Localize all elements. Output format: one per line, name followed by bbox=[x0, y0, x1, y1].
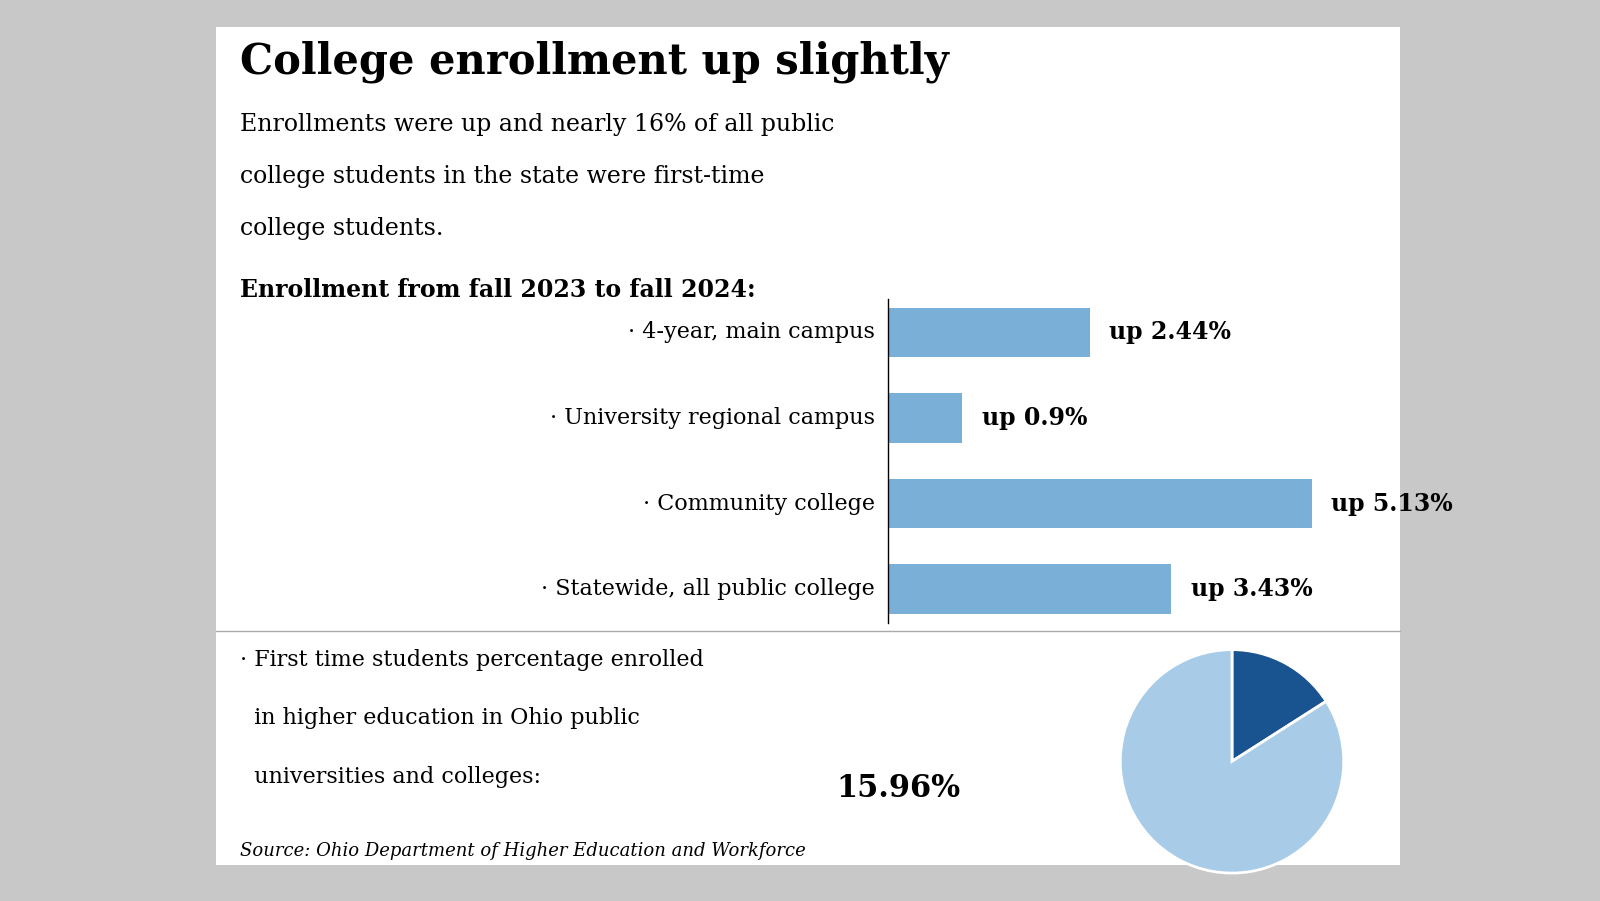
Text: college students.: college students. bbox=[240, 217, 443, 241]
Text: up 2.44%: up 2.44% bbox=[1109, 321, 1230, 344]
Text: in higher education in Ohio public: in higher education in Ohio public bbox=[240, 707, 640, 729]
Text: · 4-year, main campus: · 4-year, main campus bbox=[629, 322, 875, 343]
Bar bbox=[888, 394, 962, 443]
Text: up 0.9%: up 0.9% bbox=[981, 406, 1086, 430]
Text: college students in the state were first-time: college students in the state were first… bbox=[240, 165, 765, 188]
Text: 15.96%: 15.96% bbox=[835, 773, 960, 804]
Bar bbox=[888, 308, 1090, 358]
Wedge shape bbox=[1120, 650, 1344, 873]
Wedge shape bbox=[1232, 650, 1326, 761]
Bar bbox=[888, 565, 1171, 614]
Text: Enrollment from fall 2023 to fall 2024:: Enrollment from fall 2023 to fall 2024: bbox=[240, 278, 755, 303]
Text: · First time students percentage enrolled: · First time students percentage enrolle… bbox=[240, 649, 704, 670]
Text: universities and colleges:: universities and colleges: bbox=[240, 766, 541, 787]
Bar bbox=[888, 479, 1312, 529]
Text: up 5.13%: up 5.13% bbox=[1331, 492, 1453, 515]
Text: · Statewide, all public college: · Statewide, all public college bbox=[541, 578, 875, 600]
Text: Source: Ohio Department of Higher Education and Workforce: Source: Ohio Department of Higher Educat… bbox=[240, 842, 806, 860]
Text: · Community college: · Community college bbox=[643, 493, 875, 514]
Text: up 3.43%: up 3.43% bbox=[1190, 578, 1312, 601]
Text: Enrollments were up and nearly 16% of all public: Enrollments were up and nearly 16% of al… bbox=[240, 113, 834, 136]
Text: College enrollment up slightly: College enrollment up slightly bbox=[240, 41, 949, 83]
Text: · University regional campus: · University regional campus bbox=[550, 407, 875, 429]
